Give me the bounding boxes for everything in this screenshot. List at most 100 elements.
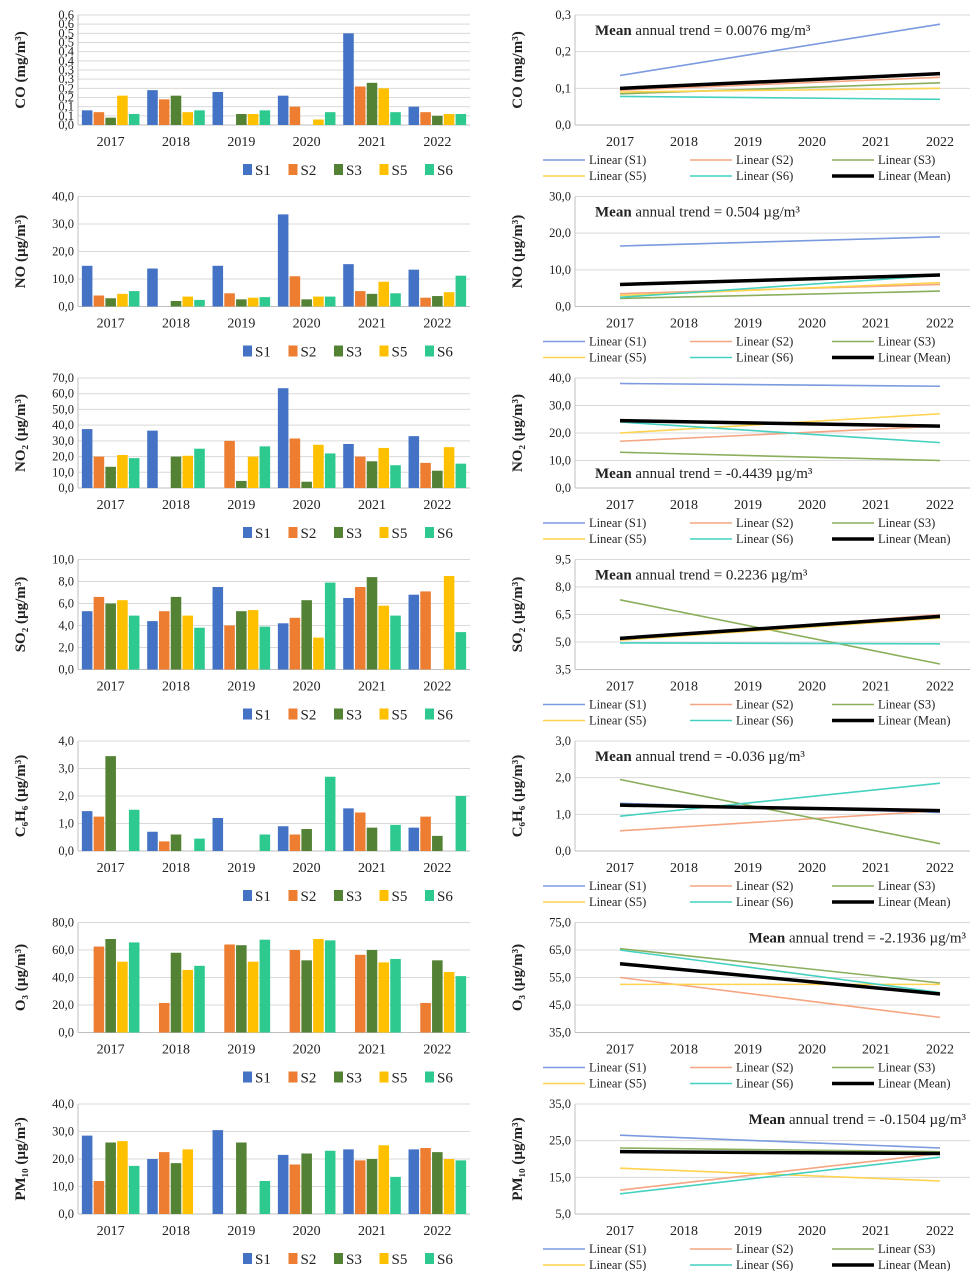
- trend-line-s2: [619, 809, 941, 832]
- legend-label-s2: S2: [301, 708, 317, 724]
- bar-s6-2020: [324, 112, 336, 125]
- legend-label-s2: Linear (S2): [736, 153, 793, 167]
- legend-swatch-s2: [288, 1253, 298, 1264]
- x-tick-label: 2020: [293, 135, 321, 150]
- legend-label-s1: S1: [255, 163, 271, 179]
- bar-s1-2018: [147, 430, 158, 488]
- y-tick-label: 0,0: [58, 1207, 74, 1221]
- bar-s3-2021: [366, 827, 378, 851]
- x-tick-label: 2020: [293, 317, 321, 332]
- legend-label-s5: S5: [392, 889, 408, 905]
- trend-chart-so2: 3,5 5,0 6,5 8,0 9,5 SO₂ (µg/m³) 2017 2018 2019 20…: [510, 553, 970, 728]
- y-tick-label: 50,0: [52, 402, 74, 416]
- legend-swatch-s3: [334, 1253, 343, 1264]
- y-axis-label: SO₂ (µg/m³): [13, 577, 29, 653]
- x-tick-label: 2022: [926, 135, 954, 150]
- bar-s3-2019: [236, 114, 247, 125]
- trend-line-s1: [619, 1134, 941, 1149]
- trend-annotation: Mean annual trend = -0.4439 µg/m³: [595, 466, 813, 482]
- legend-label-s3: Linear (S3): [878, 1061, 935, 1075]
- bar-s3-2019: [236, 1142, 247, 1214]
- y-tick-label: 20,0: [549, 226, 571, 240]
- x-tick-label: 2020: [798, 1224, 826, 1239]
- bar-s2-2022: [420, 462, 431, 488]
- y-tick-label: 70,0: [52, 371, 74, 385]
- x-tick-label: 2019: [734, 1043, 762, 1058]
- legend-label-s5: S5: [392, 708, 408, 724]
- bar-s6-2022: [455, 976, 467, 1033]
- bar-s2-2022: [420, 112, 431, 125]
- bar-s5-2017: [117, 600, 128, 670]
- x-tick-label: 2021: [358, 317, 386, 332]
- bar-s6-2019: [259, 834, 271, 851]
- legend-label-s2: Linear (S2): [736, 335, 793, 349]
- legend-label-s1: Linear (S1): [589, 335, 646, 349]
- bar-s2-2022: [420, 1002, 431, 1033]
- x-tick-label: 2017: [97, 1043, 125, 1058]
- x-tick-label: 2022: [423, 1224, 451, 1239]
- x-tick-label: 2022: [423, 498, 451, 513]
- y-tick-label: 10,0: [52, 1180, 74, 1194]
- x-tick-label: 2022: [926, 1224, 954, 1239]
- trend-line-mean: [619, 273, 941, 287]
- trend-line-s1: [619, 382, 941, 388]
- x-tick-label: 2021: [862, 135, 890, 150]
- legend-label-s1: S1: [255, 1071, 271, 1087]
- bar-s5-2021: [378, 281, 390, 307]
- legend-label-s2: S2: [301, 889, 317, 905]
- bar-s1-2021: [343, 598, 354, 670]
- legend-label-s5: S5: [392, 163, 408, 179]
- bar-s5-2018: [182, 969, 194, 1033]
- bar-s2-2020: [289, 276, 301, 307]
- trend-line-s6: [619, 274, 941, 299]
- bar-s6-2021: [390, 615, 401, 670]
- legend-label-s1: S1: [255, 708, 271, 724]
- bar-s2-2020: [289, 617, 301, 670]
- legend-label-s6: Linear (S6): [736, 1077, 793, 1091]
- bar-s1-2018: [147, 1159, 158, 1214]
- bar-s1-2019: [212, 265, 224, 307]
- bar-s5-2020: [313, 444, 324, 488]
- legend-label-mean: Linear (Mean): [878, 351, 951, 365]
- bar-s3-2018: [170, 596, 182, 670]
- bar-s3-2022: [432, 296, 443, 307]
- trend-line-s6: [619, 782, 941, 817]
- bar-s3-2020: [301, 299, 312, 307]
- bar-s1-2018: [147, 90, 158, 125]
- x-tick-label: 2022: [423, 135, 451, 150]
- x-tick-label: 2021: [358, 1043, 386, 1058]
- x-tick-label: 2018: [162, 861, 190, 876]
- y-axis-label: CO (mg/m³): [13, 31, 29, 108]
- y-tick-label: 0,4: [58, 45, 74, 59]
- y-tick-label: 0,3: [58, 72, 74, 86]
- bar-s3-2022: [432, 470, 443, 488]
- bar-s5-2021: [378, 88, 390, 125]
- legend-label-s1: S1: [255, 889, 271, 905]
- trend-line-s2: [619, 1152, 941, 1191]
- bar-s6-2022: [455, 632, 467, 670]
- legend-label-s6: Linear (S6): [736, 169, 793, 183]
- bar-s2-2021: [354, 954, 366, 1033]
- bar-s1-2021: [343, 444, 354, 488]
- legend-label-mean: Linear (Mean): [878, 1077, 951, 1091]
- bar-s5-2022: [443, 1159, 455, 1214]
- x-tick-label: 2018: [162, 1224, 190, 1239]
- x-tick-label: 2018: [162, 498, 190, 513]
- x-tick-label: 2020: [798, 498, 826, 513]
- legend-swatch-s2: [288, 345, 298, 357]
- bar-s1-2020: [277, 826, 289, 851]
- legend-swatch-s2: [288, 1071, 298, 1083]
- bar-s2-2018: [158, 841, 170, 851]
- bar-s3-2022: [432, 960, 443, 1033]
- x-tick-label: 2020: [798, 861, 826, 876]
- x-tick-label: 2020: [293, 1224, 321, 1239]
- trend-line-s5: [619, 617, 941, 641]
- y-tick-label: 2,0: [555, 771, 571, 785]
- trend-line-s3: [619, 451, 941, 462]
- x-tick-label: 2018: [162, 680, 190, 695]
- x-tick-label: 2021: [862, 680, 890, 695]
- legend-swatch-s5: [379, 527, 389, 538]
- bar-s6-2020: [324, 296, 336, 307]
- trend-line-mean: [619, 614, 941, 641]
- bar-s1-2018: [147, 621, 158, 670]
